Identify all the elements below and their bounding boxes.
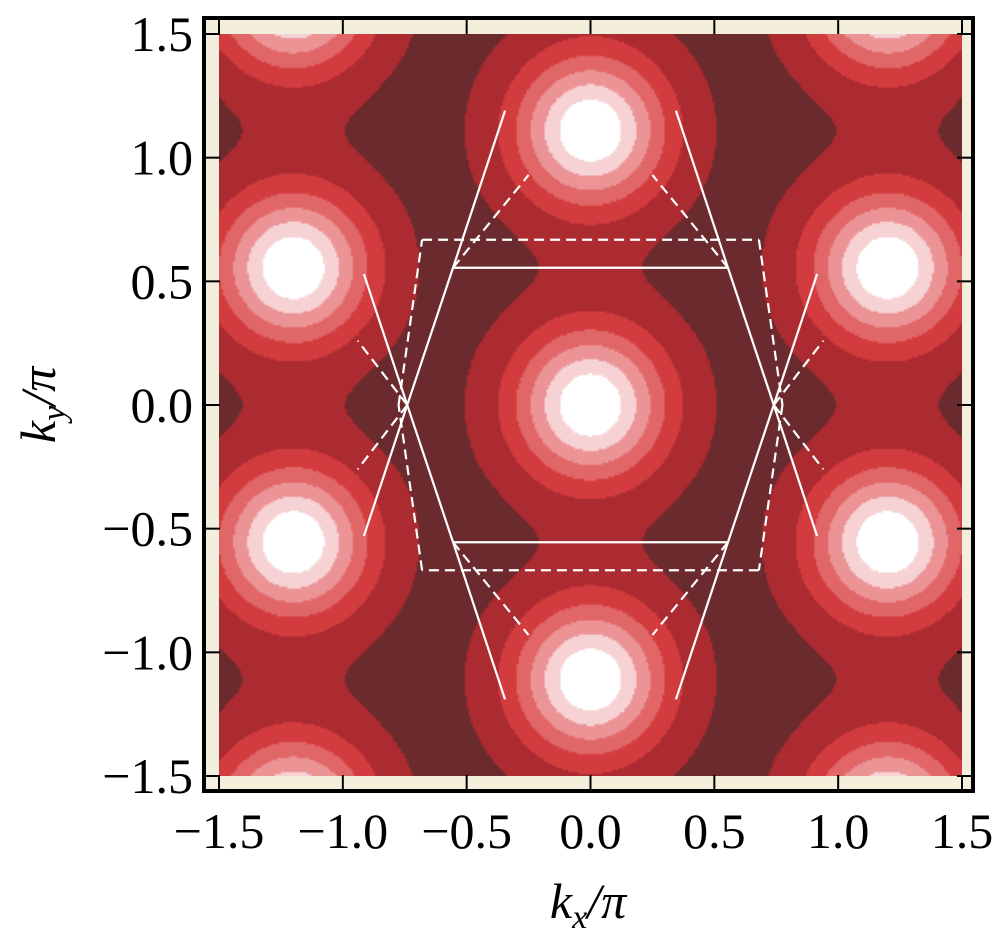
dashed-hexagon-edge <box>397 404 424 571</box>
dashed-extension-line <box>452 541 530 636</box>
x-tick-label: −1.0 <box>297 803 388 859</box>
dashed-hexagon-edge <box>757 239 784 406</box>
solid-hexagon-edge <box>406 267 455 406</box>
dashed-hexagon-edge <box>757 404 784 571</box>
x-tick-label: 1.5 <box>931 803 994 859</box>
y-tick-label: 0.5 <box>131 253 194 309</box>
solid-extension-line <box>674 110 729 269</box>
solid-hexagon-edge <box>726 267 775 406</box>
dashed-extension-line <box>356 404 409 470</box>
y-tick-label: −1.0 <box>102 624 193 680</box>
solid-hexagon-edge <box>726 404 775 543</box>
solid-extension-line <box>452 110 507 269</box>
y-axis-ticks: −1.5 −1.0 −0.5 0.0 0.5 1.0 1.5 <box>102 6 973 804</box>
dashed-extension-line <box>452 174 530 269</box>
y-tick-label: 1.5 <box>131 6 194 62</box>
y-tick-label: 0.0 <box>131 377 194 433</box>
solid-extension-line <box>772 273 819 406</box>
solid-extension-line <box>452 541 507 700</box>
y-tick-label: 1.0 <box>131 130 194 186</box>
y-tick-label: −1.5 <box>102 748 193 804</box>
dashed-extension-line <box>772 340 825 406</box>
solid-extension-line <box>674 541 729 700</box>
dashed-extension-line <box>651 174 729 269</box>
dashed-extension-line <box>356 340 409 406</box>
x-axis-ticks: −1.5 −1.0 −0.5 0.0 0.5 1.0 1.5 <box>174 18 994 859</box>
solid-extension-line <box>362 273 409 406</box>
x-axis-label: kx/π <box>550 873 628 936</box>
dashed-extension-line <box>651 541 729 636</box>
y-tick-label: −0.5 <box>102 501 193 557</box>
contour-field <box>219 34 962 776</box>
brillouin-zone-overlay <box>356 110 825 700</box>
x-tick-label: 0.0 <box>559 803 622 859</box>
dashed-hexagon-edge <box>397 239 424 406</box>
x-tick-label: −0.5 <box>421 803 512 859</box>
dashed-extension-line <box>772 404 825 470</box>
solid-extension-line <box>362 404 409 537</box>
x-tick-label: 1.0 <box>807 803 870 859</box>
solid-extension-line <box>772 404 819 537</box>
x-tick-label: 0.5 <box>683 803 746 859</box>
solid-hexagon-edge <box>406 404 455 543</box>
x-tick-label: −1.5 <box>174 803 265 859</box>
y-axis-label: ky/π <box>10 365 73 443</box>
